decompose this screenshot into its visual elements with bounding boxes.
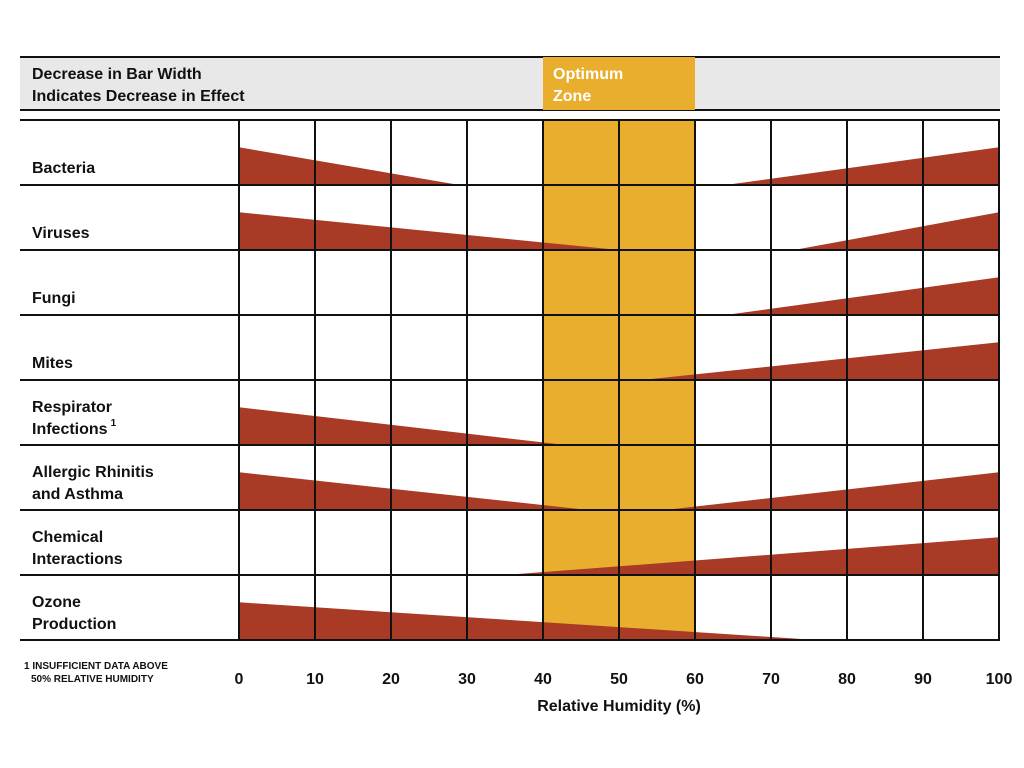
row-label-8-line-2: Production — [32, 616, 116, 633]
legend-note-line-2: Indicates Decrease in Effect — [32, 88, 245, 105]
optimum-zone-header — [543, 57, 695, 110]
x-tick-label-40: 40 — [534, 671, 552, 688]
effect-bar-2-1 — [239, 212, 619, 250]
row-label-2: Viruses — [32, 225, 90, 242]
row-label-6-line-1: Allergic Rhinitis — [32, 464, 154, 481]
row-label-3: Fungi — [32, 290, 76, 307]
effect-bar-8-1 — [239, 602, 817, 640]
row-label-5-line-2: Infections — [32, 421, 108, 438]
row-label-8-line-1: Ozone — [32, 594, 81, 611]
x-tick-label-70: 70 — [762, 671, 780, 688]
row-label-4: Mites — [32, 355, 73, 372]
header-band — [20, 57, 1000, 110]
row-label-6-line-2: and Asthma — [32, 486, 123, 503]
row-label-7-line-2: Interactions — [32, 551, 123, 568]
x-axis-label: Relative Humidity (%) — [537, 698, 701, 715]
row-label-5-line-1: Respirator — [32, 399, 112, 416]
optimum-zone-label-line-2: Zone — [553, 88, 591, 105]
legend-note-line-1: Decrease in Bar Width — [32, 66, 202, 83]
row-label-7-line-1: Chemical — [32, 529, 103, 546]
effect-bar-3-1 — [725, 277, 999, 315]
x-tick-label-30: 30 — [458, 671, 476, 688]
effect-bar-2-2 — [793, 212, 999, 250]
effect-bar-6-2 — [664, 472, 999, 510]
x-tick-label-20: 20 — [382, 671, 400, 688]
row-label-superscript-5: 1 — [111, 418, 117, 429]
effect-bar-7-1 — [505, 537, 999, 575]
x-tick-label-90: 90 — [914, 671, 932, 688]
optimum-zone-label-line-1: Optimum — [553, 66, 623, 83]
effect-bar-1-2 — [725, 147, 999, 185]
x-tick-label-60: 60 — [686, 671, 704, 688]
effect-bar-4-1 — [641, 342, 999, 380]
x-tick-label-80: 80 — [838, 671, 856, 688]
x-tick-label-0: 0 — [235, 671, 244, 688]
x-tick-label-10: 10 — [306, 671, 324, 688]
effect-bar-6-1 — [239, 472, 589, 510]
x-tick-label-50: 50 — [610, 671, 628, 688]
footnote-line-2: 50% RELATIVE HUMIDITY — [31, 674, 154, 685]
footnote-line-1: 1 INSUFFICIENT DATA ABOVE — [24, 661, 168, 672]
x-tick-label-100: 100 — [986, 671, 1013, 688]
effect-bar-1-1 — [239, 147, 460, 185]
effect-bar-5-1 — [239, 407, 566, 445]
row-label-1: Bacteria — [32, 160, 95, 177]
